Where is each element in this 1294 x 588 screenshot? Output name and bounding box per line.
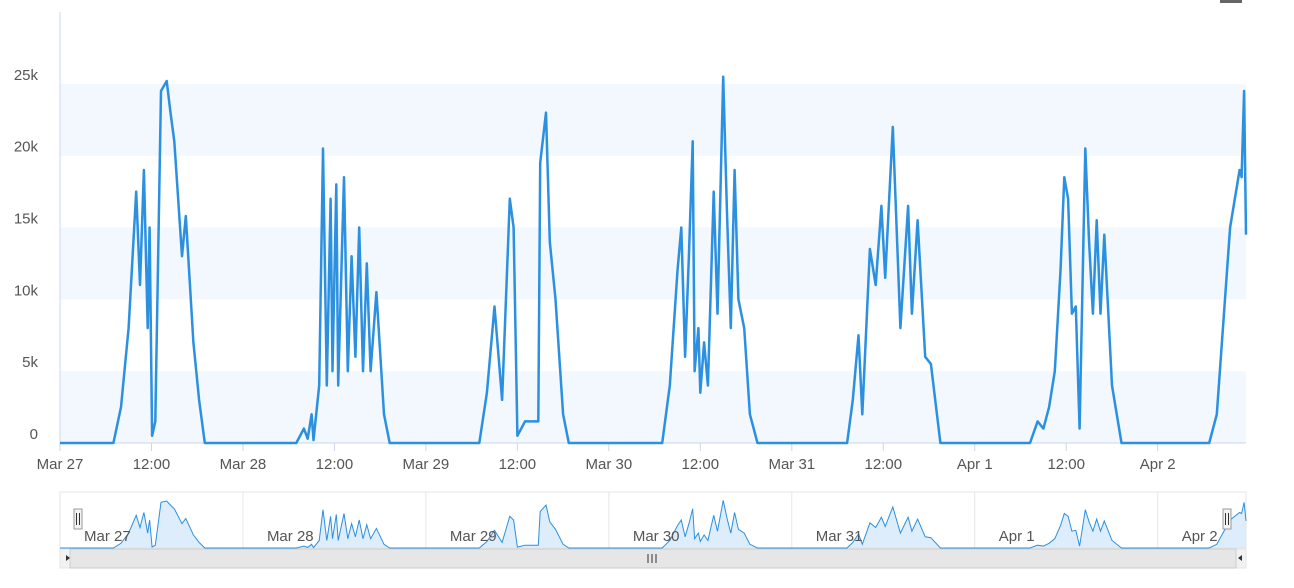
menu-button[interactable] (1220, 0, 1242, 3)
navigator-label: Mar 27 (84, 528, 131, 545)
grid-band (60, 371, 1246, 443)
y-tick-label: 15k (14, 210, 39, 227)
x-tick-label: Mar 29 (403, 456, 450, 473)
x-tick-label: Apr 1 (957, 456, 993, 473)
y-tick-label: 5k (22, 354, 38, 371)
x-tick-label: 12:00 (133, 456, 171, 473)
scrollbar-grip (647, 554, 657, 563)
navigator-area (60, 500, 1246, 548)
navigator-label: Mar 30 (633, 528, 680, 545)
navigator-label: Apr 2 (1182, 528, 1218, 545)
data-line (60, 75, 1248, 445)
x-tick-label: Apr 2 (1140, 456, 1176, 473)
navigator-label: Mar 28 (267, 528, 314, 545)
y-tick-label: 10k (14, 282, 39, 299)
navigator-handle-grip (1225, 513, 1229, 525)
navigator-label: Apr 1 (999, 528, 1035, 545)
x-tick-label: 12:00 (865, 456, 903, 473)
navigator-handle-grip (76, 513, 80, 525)
y-tick-label: 0 (30, 426, 38, 443)
y-tick-label: 25k (14, 67, 39, 84)
navigator-line (60, 500, 1247, 549)
y-tick-label: 20k (14, 139, 39, 156)
grid-band (60, 83, 1246, 156)
navigator-label: Mar 29 (450, 528, 497, 545)
navigator-label: Mar 31 (816, 528, 863, 545)
x-tick-label: 12:00 (499, 456, 537, 473)
grid-band (60, 227, 1246, 300)
x-tick-label: 12:00 (1047, 456, 1085, 473)
x-tick-label: 12:00 (682, 456, 720, 473)
navigator-handle[interactable] (73, 508, 83, 530)
navigator-handle[interactable] (1222, 508, 1232, 530)
x-tick-label: Mar 28 (220, 456, 267, 473)
x-tick-label: 12:00 (316, 456, 354, 473)
scrollbar-thumb[interactable] (69, 548, 1237, 569)
x-tick-label: Mar 30 (586, 456, 633, 473)
x-tick-label: Mar 27 (37, 456, 84, 473)
x-tick-label: Mar 31 (768, 456, 815, 473)
